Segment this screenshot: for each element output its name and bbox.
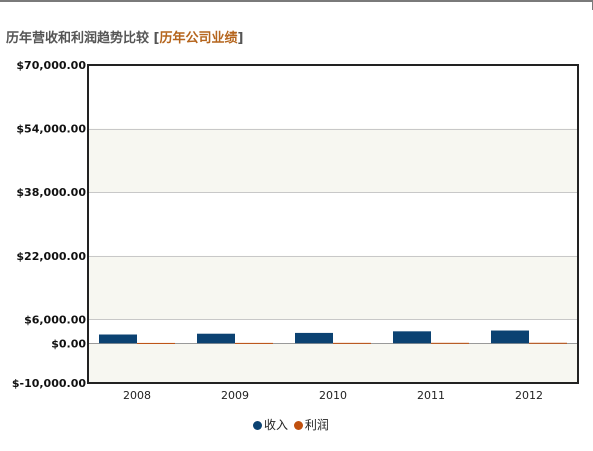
legend-item-profit[interactable]: 利润 bbox=[293, 416, 329, 433]
y-tick-label: $70,000.00 bbox=[16, 59, 86, 72]
bar-profit-2012 bbox=[529, 342, 567, 344]
y-tick-label: $-10,000.00 bbox=[12, 377, 86, 390]
chart-bands bbox=[88, 128, 578, 383]
heading-bracket-close: ] bbox=[237, 31, 244, 46]
y-axis-ticks: $70,000.00 $54,000.00 $38,000.00 $22,000.00… bbox=[12, 59, 86, 390]
y-tick-label: $38,000.00 bbox=[16, 186, 86, 199]
legend-label-profit: 利润 bbox=[304, 418, 329, 432]
bar-profit-2010 bbox=[333, 342, 371, 344]
y-tick-label: $6,000.00 bbox=[24, 313, 86, 326]
heading-bracket-open: [ bbox=[153, 31, 160, 46]
legend-swatch-revenue bbox=[253, 421, 262, 430]
legend-item-revenue[interactable]: 收入 bbox=[253, 416, 288, 433]
bar-revenue-2011 bbox=[393, 331, 431, 344]
bar-profit-2011 bbox=[431, 342, 469, 344]
chart-band bbox=[88, 255, 578, 320]
legend-swatch-profit bbox=[293, 421, 303, 430]
chart-legend: 收入 利润 bbox=[253, 416, 331, 433]
chart-heading: 历年营收和利润趋势比较 [历年公司业绩] bbox=[6, 27, 243, 46]
y-tick-label: $22,000.00 bbox=[16, 250, 86, 263]
bar-revenue-2010 bbox=[295, 332, 333, 344]
bar-revenue-2009 bbox=[197, 333, 235, 344]
bar-profit-2008 bbox=[137, 342, 175, 344]
y-tick-label: $0.00 bbox=[51, 337, 86, 350]
x-tick-label: 2009 bbox=[221, 389, 249, 402]
bar-revenue-2008 bbox=[99, 334, 137, 344]
top-border bbox=[0, 0, 593, 2]
company-performance-link[interactable]: 历年公司业绩 bbox=[159, 31, 238, 46]
x-tick-label: 2010 bbox=[319, 389, 347, 402]
chart-heading-title: 历年营收和利润趋势比较 bbox=[6, 31, 150, 46]
bar-profit-2009 bbox=[235, 342, 273, 344]
plot-frame bbox=[87, 64, 579, 384]
x-tick-label: 2012 bbox=[515, 389, 543, 402]
chart-bars bbox=[99, 330, 567, 344]
x-tick-label: 2008 bbox=[123, 389, 151, 402]
y-tick-label: $54,000.00 bbox=[16, 123, 86, 136]
chart-band bbox=[88, 128, 578, 193]
legend-label-revenue: 收入 bbox=[264, 418, 289, 432]
bar-revenue-2012 bbox=[491, 330, 529, 344]
x-axis-labels: 2008 2009 2010 2011 2012 bbox=[123, 389, 543, 402]
x-tick-label: 2011 bbox=[417, 389, 445, 402]
chart-band bbox=[88, 343, 578, 383]
